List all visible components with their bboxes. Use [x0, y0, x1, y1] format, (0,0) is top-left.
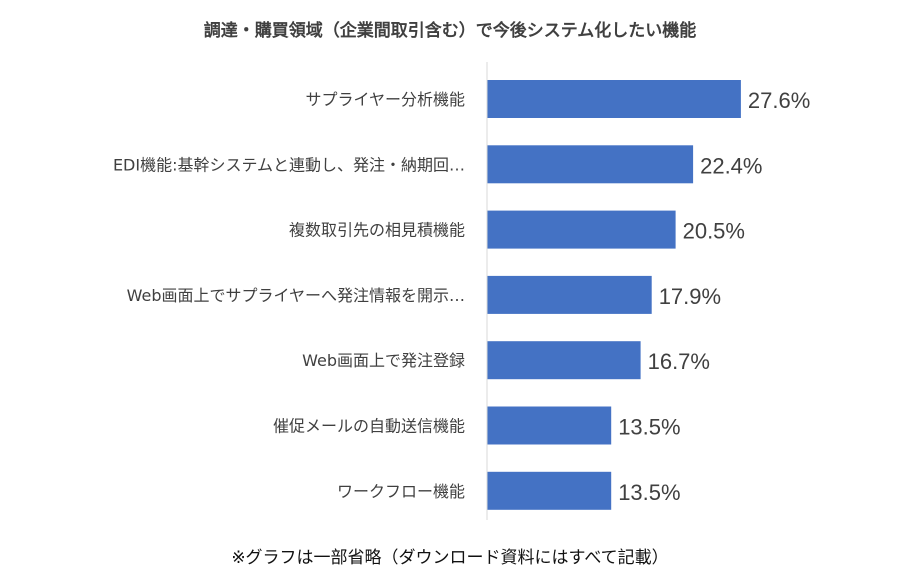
bar	[487, 210, 676, 249]
category-label: EDI機能:基幹システムと連動し、発注・納期回…	[113, 155, 465, 174]
value-label: 20.5%	[683, 219, 745, 244]
category-label: サプライヤー分析機能	[305, 90, 465, 109]
bar	[487, 471, 612, 510]
bars-layer: サプライヤー分析機能 27.6% EDI機能:基幹システムと連動し、発注・納期回… 2…	[113, 80, 810, 510]
value-label: 16.7%	[648, 349, 710, 374]
value-label: 13.5%	[618, 480, 680, 505]
category-label: Web画面上でサプライヤーへ発注情報を開示…	[127, 286, 465, 305]
category-label: 複数取引先の相見積機能	[289, 221, 465, 240]
bar	[487, 406, 612, 445]
category-label: ワークフロー機能	[337, 482, 465, 501]
bar	[487, 145, 694, 184]
chart-title: 調達・購買領域（企業間取引含む）で今後システム化したい機能	[203, 21, 697, 41]
value-label: 17.9%	[659, 284, 721, 309]
category-label: 催促メールの自動送信機能	[273, 417, 465, 436]
value-label: 27.6%	[748, 88, 810, 113]
bar	[487, 275, 652, 314]
value-label: 22.4%	[700, 153, 762, 178]
bar	[487, 80, 741, 118]
bar	[487, 341, 641, 380]
chart-footnote: ※グラフは一部省略（ダウンロード資料にはすべて記載）	[231, 548, 669, 568]
category-label: Web画面上で発注登録	[302, 351, 465, 370]
value-label: 13.5%	[618, 415, 680, 440]
